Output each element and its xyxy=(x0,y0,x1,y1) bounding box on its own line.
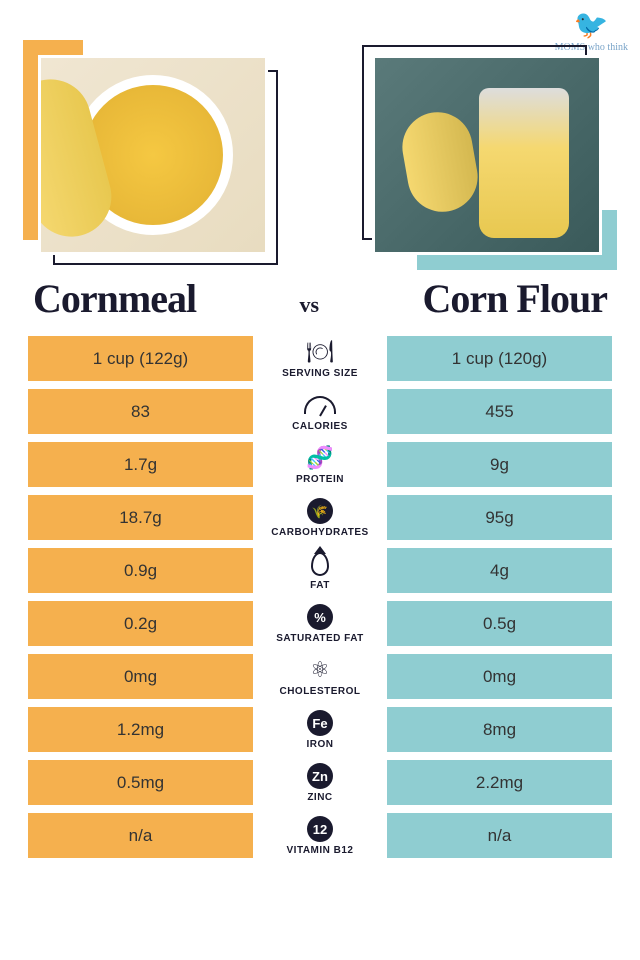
row-label: PROTEIN xyxy=(296,474,344,485)
row-label: CHOLESTEROL xyxy=(279,686,360,697)
left-cell: n/a xyxy=(28,813,253,858)
wheat-icon: 🌾 xyxy=(307,497,333,525)
comparison-row: 0.2g % SATURATED FAT 0.5g xyxy=(28,601,612,646)
left-cell: 1.7g xyxy=(28,442,253,487)
left-cell: 83 xyxy=(28,389,253,434)
right-cell: 4g xyxy=(387,548,612,593)
bird-icon: 🐦 xyxy=(555,8,628,42)
Fe-icon: Fe xyxy=(307,709,333,737)
right-cell: 2.2mg xyxy=(387,760,612,805)
mid-column: CALORIES xyxy=(261,391,379,432)
gauge-icon xyxy=(304,391,336,419)
comparison-row: 18.7g 🌾 CARBOHYDRATES 95g xyxy=(28,495,612,540)
row-label: SATURATED FAT xyxy=(276,633,364,644)
mid-column: Zn ZINC xyxy=(261,762,379,803)
mid-column: % SATURATED FAT xyxy=(261,603,379,644)
left-cell: 0.5mg xyxy=(28,760,253,805)
comparison-row: 1.2mg Fe IRON 8mg xyxy=(28,707,612,752)
left-cell: 18.7g xyxy=(28,495,253,540)
row-label: FAT xyxy=(310,580,330,591)
comparison-row: 0.5mg Zn ZINC 2.2mg xyxy=(28,760,612,805)
mid-column: FAT xyxy=(261,550,379,591)
comparison-rows: 1 cup (122g) 🍽 SERVING SIZE 1 cup (120g)… xyxy=(28,336,612,858)
12-icon: 12 xyxy=(307,815,333,843)
mid-column: 🌾 CARBOHYDRATES xyxy=(261,497,379,538)
row-label: IRON xyxy=(307,739,334,750)
cornflour-image xyxy=(372,55,602,255)
left-cell: 0.2g xyxy=(28,601,253,646)
right-cell: 9g xyxy=(387,442,612,487)
comparison-row: 83 CALORIES 455 xyxy=(28,389,612,434)
left-cell: 1 cup (122g) xyxy=(28,336,253,381)
right-cell: 0.5g xyxy=(387,601,612,646)
right-title: Corn Flour xyxy=(423,275,607,322)
left-cell: 1.2mg xyxy=(28,707,253,752)
drop-icon xyxy=(311,550,329,578)
cornmeal-image xyxy=(38,55,268,255)
mid-column: Fe IRON xyxy=(261,709,379,750)
comparison-row: 0.9g FAT 4g xyxy=(28,548,612,593)
mid-column: 🍽 SERVING SIZE xyxy=(261,338,379,379)
images-row xyxy=(28,55,612,255)
row-label: ZINC xyxy=(307,792,332,803)
molecule-icon: ⚛ xyxy=(310,656,330,684)
comparison-row: 1 cup (122g) 🍽 SERVING SIZE 1 cup (120g) xyxy=(28,336,612,381)
mid-column: 12 VITAMIN B12 xyxy=(261,815,379,856)
right-cell: 8mg xyxy=(387,707,612,752)
row-label: VITAMIN B12 xyxy=(287,845,354,856)
comparison-row: 1.7g 🧬 PROTEIN 9g xyxy=(28,442,612,487)
row-label: CALORIES xyxy=(292,421,348,432)
dna-icon: 🧬 xyxy=(306,444,333,472)
right-cell: 455 xyxy=(387,389,612,434)
cornflour-image-wrap xyxy=(372,55,602,255)
drop-pct-icon: % xyxy=(307,603,333,631)
mid-column: ⚛ CHOLESTEROL xyxy=(261,656,379,697)
right-cell: 1 cup (120g) xyxy=(387,336,612,381)
mid-column: 🧬 PROTEIN xyxy=(261,444,379,485)
row-label: SERVING SIZE xyxy=(282,368,358,379)
right-cell: n/a xyxy=(387,813,612,858)
plate-icon: 🍽 xyxy=(306,338,334,366)
left-cell: 0mg xyxy=(28,654,253,699)
cornmeal-image-wrap xyxy=(38,55,268,255)
titles-row: Cornmeal vs Corn Flour xyxy=(28,275,612,322)
left-title: Cornmeal xyxy=(33,275,196,322)
comparison-row: 0mg ⚛ CHOLESTEROL 0mg xyxy=(28,654,612,699)
Zn-icon: Zn xyxy=(307,762,333,790)
vs-text: vs xyxy=(300,292,320,318)
left-cell: 0.9g xyxy=(28,548,253,593)
right-cell: 0mg xyxy=(387,654,612,699)
right-cell: 95g xyxy=(387,495,612,540)
row-label: CARBOHYDRATES xyxy=(271,527,368,538)
comparison-row: n/a 12 VITAMIN B12 n/a xyxy=(28,813,612,858)
